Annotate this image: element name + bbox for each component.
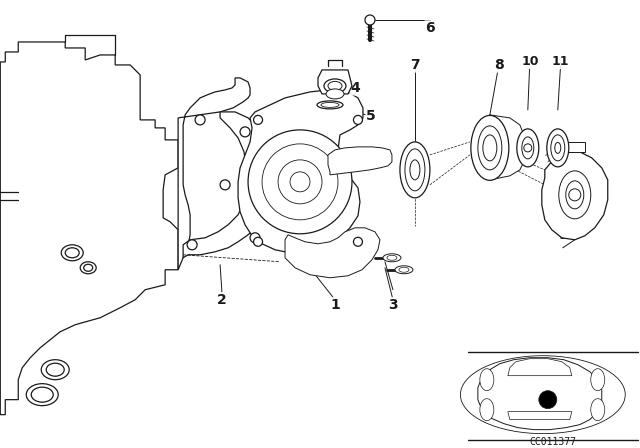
Text: 2: 2 <box>217 293 227 307</box>
Circle shape <box>220 180 230 190</box>
Ellipse shape <box>61 245 83 261</box>
Ellipse shape <box>65 248 79 258</box>
Ellipse shape <box>399 267 409 272</box>
Polygon shape <box>183 112 268 258</box>
Circle shape <box>365 15 375 25</box>
Ellipse shape <box>410 160 420 180</box>
Polygon shape <box>328 147 392 175</box>
Ellipse shape <box>317 101 343 109</box>
Ellipse shape <box>559 171 591 219</box>
Polygon shape <box>508 359 572 376</box>
Ellipse shape <box>400 142 430 198</box>
Circle shape <box>278 160 322 204</box>
Circle shape <box>250 233 260 243</box>
Circle shape <box>524 144 532 152</box>
Ellipse shape <box>324 79 346 93</box>
Ellipse shape <box>471 116 509 181</box>
Circle shape <box>353 116 362 125</box>
Ellipse shape <box>478 126 502 170</box>
Polygon shape <box>238 90 363 253</box>
Polygon shape <box>285 228 380 278</box>
Polygon shape <box>318 70 352 94</box>
Ellipse shape <box>483 135 497 161</box>
Text: 1: 1 <box>330 298 340 312</box>
Circle shape <box>539 391 557 409</box>
Text: 9: 9 <box>558 228 568 242</box>
Ellipse shape <box>326 89 344 99</box>
Text: 11: 11 <box>552 56 570 69</box>
Circle shape <box>240 127 250 137</box>
Ellipse shape <box>321 103 339 108</box>
Polygon shape <box>542 152 608 240</box>
Polygon shape <box>178 78 250 270</box>
Circle shape <box>569 189 580 201</box>
Ellipse shape <box>547 129 569 167</box>
Ellipse shape <box>383 254 401 262</box>
Ellipse shape <box>551 135 564 161</box>
Ellipse shape <box>387 255 397 260</box>
Ellipse shape <box>522 137 534 159</box>
Ellipse shape <box>517 129 539 167</box>
Text: CC011377: CC011377 <box>529 437 576 447</box>
Circle shape <box>262 144 338 220</box>
Ellipse shape <box>41 360 69 379</box>
Polygon shape <box>0 42 178 415</box>
Text: 3: 3 <box>388 298 397 312</box>
Ellipse shape <box>566 181 584 209</box>
Text: 5: 5 <box>366 109 376 123</box>
Ellipse shape <box>555 142 561 153</box>
Ellipse shape <box>395 266 413 274</box>
Polygon shape <box>555 142 585 152</box>
Circle shape <box>290 172 310 192</box>
Ellipse shape <box>480 399 494 421</box>
Circle shape <box>253 116 262 125</box>
Text: 7: 7 <box>410 58 420 72</box>
Polygon shape <box>508 412 572 420</box>
Text: 6: 6 <box>425 21 435 35</box>
Polygon shape <box>478 358 602 430</box>
Text: 4: 4 <box>350 81 360 95</box>
Ellipse shape <box>405 149 425 191</box>
Ellipse shape <box>80 262 96 274</box>
Circle shape <box>253 237 262 246</box>
Ellipse shape <box>84 264 93 271</box>
Ellipse shape <box>591 399 605 421</box>
Circle shape <box>187 240 197 250</box>
Polygon shape <box>490 115 524 180</box>
Circle shape <box>195 115 205 125</box>
Circle shape <box>248 130 352 234</box>
Ellipse shape <box>46 363 64 376</box>
Text: 8: 8 <box>494 58 504 72</box>
Circle shape <box>353 237 362 246</box>
Ellipse shape <box>328 82 342 90</box>
Ellipse shape <box>591 369 605 391</box>
Ellipse shape <box>31 387 53 402</box>
Text: 10: 10 <box>521 56 539 69</box>
Ellipse shape <box>480 369 494 391</box>
Ellipse shape <box>26 383 58 405</box>
